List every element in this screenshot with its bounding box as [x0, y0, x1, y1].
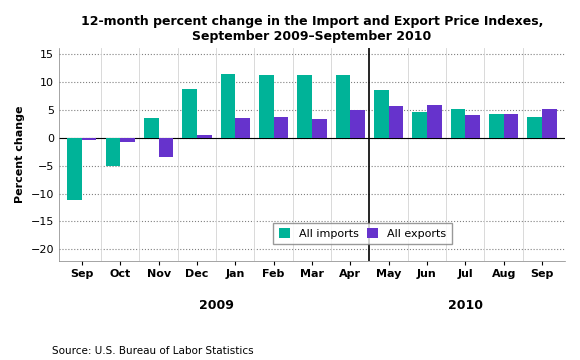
Bar: [451, 109, 465, 138]
Bar: [182, 89, 197, 138]
Title: 12-month percent change in the Import and Export Price Indexes,
September 2009–S: 12-month percent change in the Import an…: [81, 15, 543, 43]
Bar: [465, 115, 480, 138]
Bar: [312, 119, 327, 138]
Bar: [82, 138, 96, 140]
Bar: [542, 109, 557, 138]
Bar: [350, 110, 365, 138]
Bar: [221, 74, 235, 138]
Text: 2010: 2010: [448, 299, 483, 312]
Bar: [235, 118, 250, 138]
Bar: [527, 117, 542, 138]
Bar: [389, 106, 403, 138]
Bar: [374, 90, 389, 138]
Y-axis label: Percent change: Percent change: [15, 106, 25, 203]
Bar: [503, 114, 518, 138]
Bar: [67, 138, 82, 200]
Text: 2009: 2009: [199, 299, 234, 312]
Bar: [336, 75, 350, 138]
Bar: [259, 75, 274, 138]
Bar: [298, 75, 312, 138]
Bar: [158, 138, 173, 157]
Bar: [489, 114, 503, 138]
Bar: [120, 138, 135, 142]
Bar: [197, 135, 212, 138]
Bar: [427, 105, 441, 138]
Bar: [106, 138, 120, 166]
Bar: [412, 112, 427, 138]
Bar: [274, 117, 288, 138]
Legend: All imports, All exports: All imports, All exports: [273, 223, 452, 244]
Text: Source: U.S. Bureau of Labor Statistics: Source: U.S. Bureau of Labor Statistics: [52, 346, 254, 356]
Bar: [144, 118, 158, 138]
